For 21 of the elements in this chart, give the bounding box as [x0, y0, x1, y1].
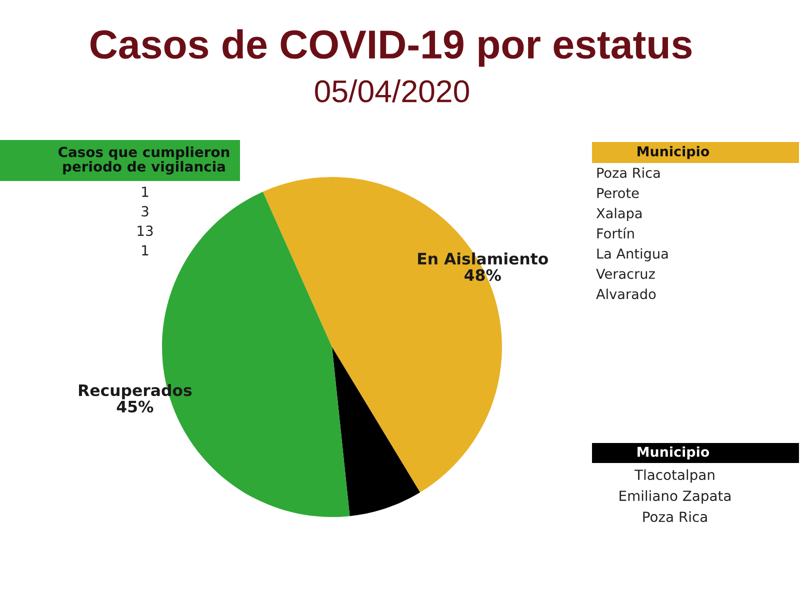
- data-label: 3: [142, 206, 148, 217]
- text: Poza Rica: [597, 167, 660, 178]
- pie-slice: [332, 347, 420, 516]
- text: Poza Rica: [643, 511, 707, 522]
- text: La Antigua: [597, 248, 668, 262]
- text: Xalapa: [596, 208, 642, 221]
- chart-subtitle: 05/04/2020: [315, 79, 469, 102]
- text: Perote: [597, 188, 639, 198]
- chart-title: Casos de COVID-19 por estatus: [90, 29, 692, 67]
- data-label: 13: [138, 226, 153, 236]
- text: Alvarado: [596, 288, 656, 300]
- text: Casos que cumplieron periodo de vigilancia: [58, 146, 230, 175]
- data-label: 45%: [116, 400, 154, 413]
- text: Emiliano Zapata: [620, 490, 730, 504]
- data-label: 1: [142, 186, 148, 197]
- data-label: 1: [142, 245, 148, 256]
- text: Tlacotalpan: [634, 469, 714, 483]
- text: Fortín: [597, 227, 634, 239]
- text: Veracruz: [596, 268, 655, 279]
- text: Municipio: [638, 446, 710, 460]
- text: Municipio: [638, 146, 710, 160]
